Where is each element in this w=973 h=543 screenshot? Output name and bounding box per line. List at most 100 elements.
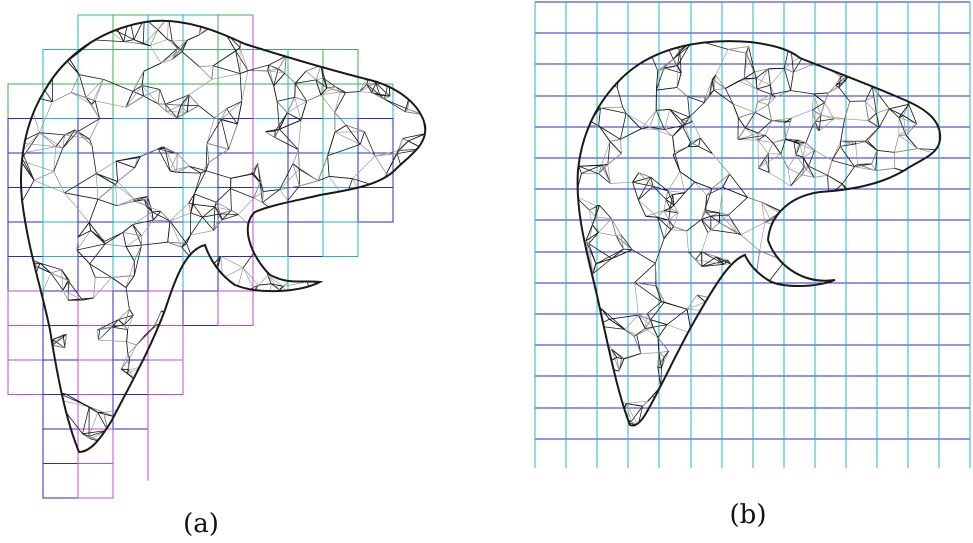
mesh-edge [276, 380, 287, 392]
mesh-edge [117, 181, 135, 200]
mesh-edge [221, 337, 223, 359]
mesh-edge [791, 109, 813, 119]
mesh-edge [855, 336, 860, 346]
mesh-edge [329, 176, 353, 179]
mesh-edge [672, 146, 689, 156]
mesh-edge [796, 387, 806, 392]
mesh-edge [823, 390, 843, 401]
mesh-edge [757, 94, 772, 102]
mesh-edge [423, 367, 426, 386]
mesh-edge [53, 338, 66, 349]
mesh-edge [276, 380, 280, 404]
mesh-edge [621, 61, 624, 64]
mesh-edge [326, 87, 341, 93]
mesh-edge [183, 419, 191, 435]
mesh-edge [914, 189, 924, 205]
mesh-edge [906, 172, 912, 184]
mesh-edge [50, 269, 62, 274]
mesh-edge [840, 118, 845, 142]
mesh-edge [330, 437, 345, 449]
mesh-edge [125, 91, 134, 108]
mesh-edge [122, 224, 134, 233]
mesh-edge [713, 88, 726, 91]
mesh-edge [76, 236, 79, 251]
mesh-edge [111, 324, 125, 328]
mesh-edge [67, 280, 83, 301]
mesh-edge [392, 251, 403, 267]
mesh-edge [838, 348, 846, 366]
mesh-edge [39, 132, 57, 147]
mesh-edge [859, 234, 862, 245]
mesh-edge [828, 195, 849, 207]
mesh-edge [910, 41, 929, 44]
mesh-edge [149, 29, 159, 46]
mesh-edge [64, 134, 90, 140]
mesh-edge [82, 433, 90, 437]
mesh-edge [925, 75, 928, 89]
mesh-edge [859, 358, 873, 373]
mesh-edge [826, 290, 835, 302]
mesh-edge [288, 22, 295, 25]
mesh-edge [235, 47, 241, 52]
mesh-edge [922, 75, 935, 83]
mesh-edge [849, 233, 860, 241]
mesh-edge [220, 101, 243, 120]
mesh-edge [253, 181, 261, 199]
mesh-edge [758, 153, 782, 169]
mesh-edge [273, 426, 292, 434]
mesh-edge [577, 125, 599, 127]
mesh-edge [310, 292, 314, 308]
grid-cell [322, 49, 359, 85]
mesh-edge [360, 238, 389, 245]
mesh-edge [921, 194, 941, 197]
mesh-edge [177, 379, 190, 398]
mesh-edge [94, 39, 124, 42]
mesh-edge [641, 126, 650, 130]
mesh-edge [941, 150, 942, 155]
mesh-edge [345, 125, 361, 145]
mesh-edge [253, 191, 264, 199]
mesh-edge [607, 164, 611, 184]
mesh-edge [267, 275, 280, 291]
mesh-edge [669, 194, 674, 209]
mesh-edge [650, 177, 654, 187]
mesh-edge [262, 224, 272, 241]
mesh-edge [855, 336, 860, 346]
mesh-edge [688, 251, 703, 267]
mesh-edge [826, 195, 830, 199]
mesh-edge [221, 26, 225, 32]
mesh-edge [388, 238, 390, 244]
mesh-edge [205, 443, 216, 451]
mesh-edge [719, 212, 738, 234]
mesh-edge [177, 437, 180, 441]
mesh-edge [20, 323, 32, 343]
mesh-edge [230, 188, 254, 199]
mesh-edge [855, 345, 860, 350]
mesh-edge [306, 347, 316, 355]
mesh-edge [409, 364, 414, 378]
mesh-edge [779, 212, 787, 215]
mesh-edge [265, 128, 280, 133]
mesh-edge [140, 148, 159, 157]
mesh-edge [374, 155, 387, 174]
mesh-edge [373, 266, 379, 283]
mesh-edge [654, 238, 665, 264]
mesh-edge [94, 20, 97, 41]
mesh-edge [722, 371, 724, 387]
mesh-edge [804, 165, 809, 168]
mesh-edge [364, 260, 385, 276]
mesh-edge [329, 437, 345, 451]
mesh-edge [840, 251, 844, 259]
mesh-edge [204, 334, 211, 344]
mesh-edge [661, 351, 669, 369]
mesh-edge [339, 199, 346, 221]
mesh-edge [584, 396, 601, 405]
mesh-edge [408, 214, 417, 219]
mesh-edge [793, 64, 812, 73]
mesh-edge [226, 405, 232, 417]
mesh-edge [201, 20, 223, 28]
mesh-edge [861, 316, 883, 318]
mesh-edge [76, 243, 106, 251]
mesh-edge [811, 42, 825, 66]
mesh-edge [827, 174, 843, 185]
